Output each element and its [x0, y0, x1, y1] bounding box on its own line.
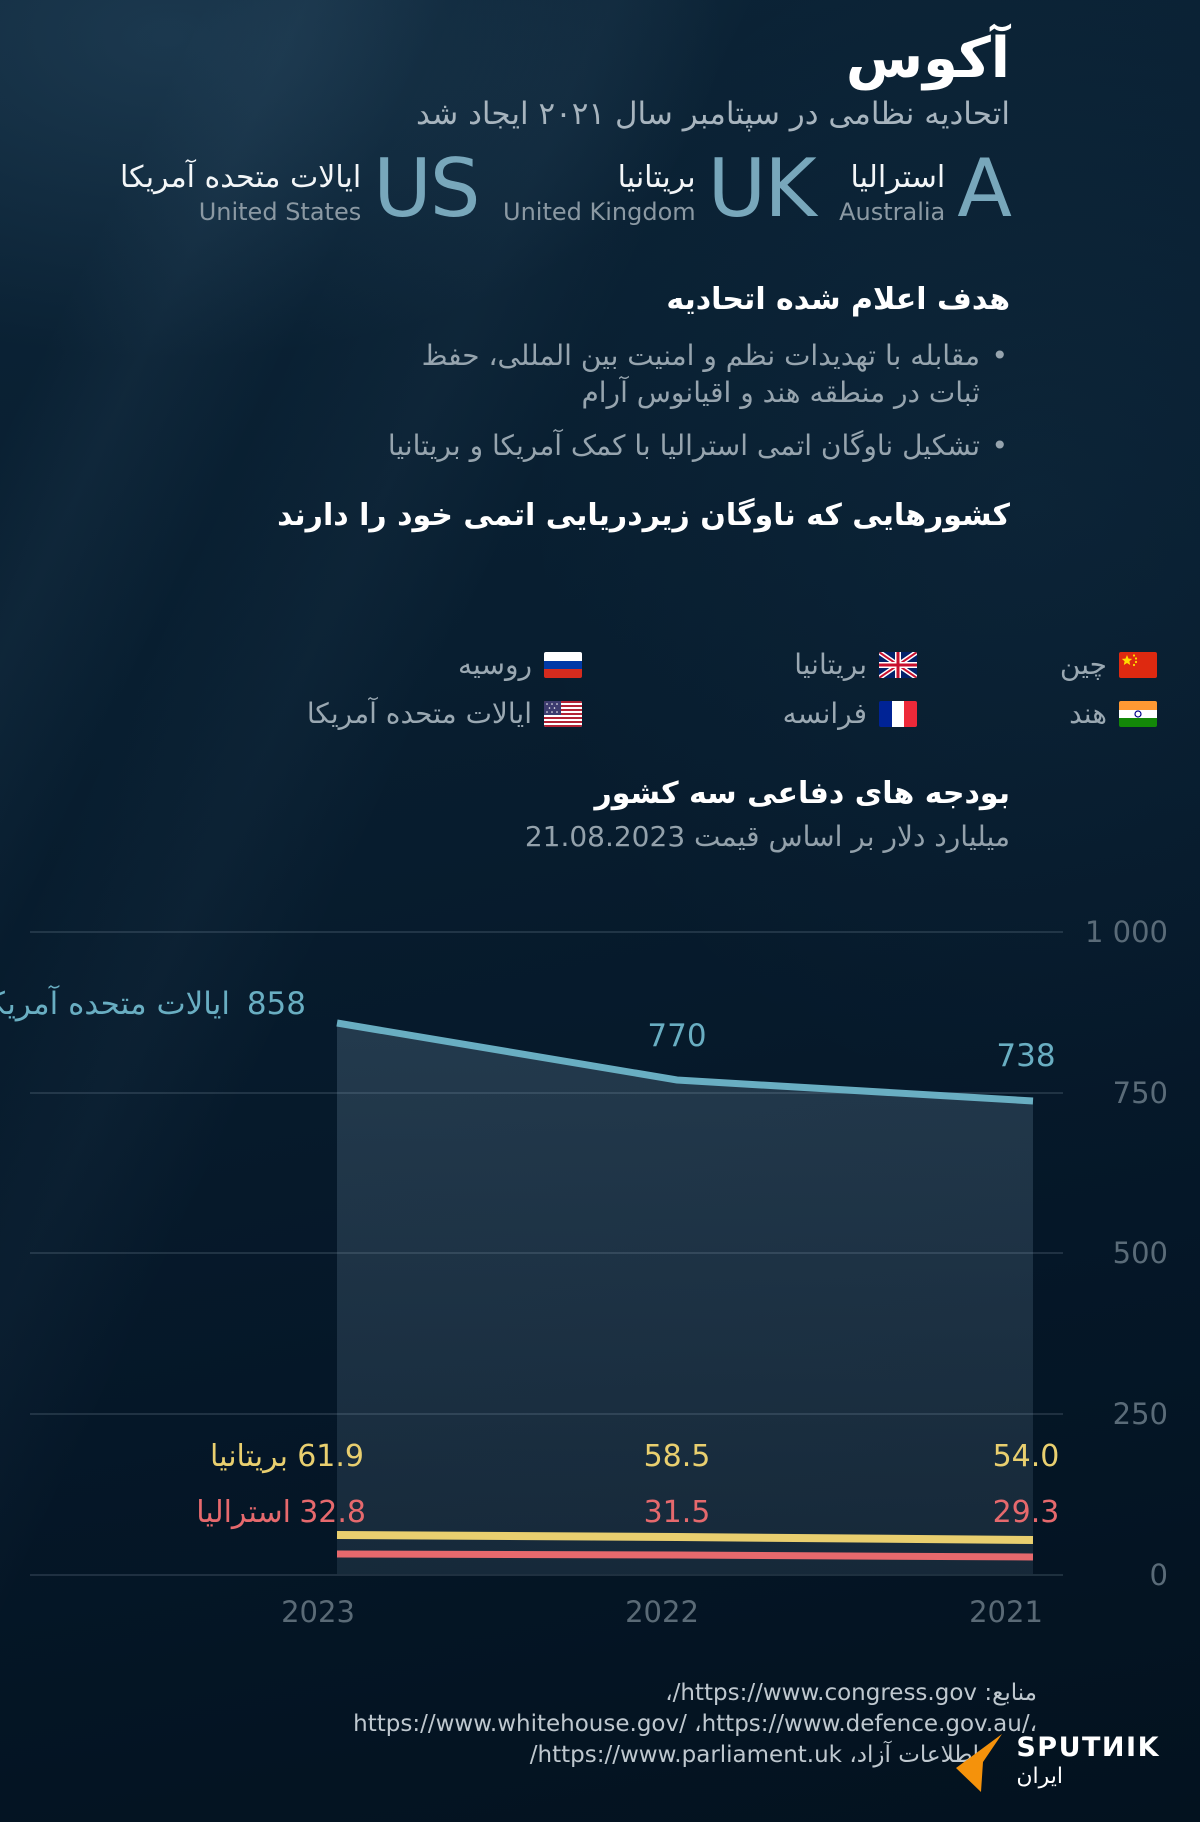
france-flag-icon: [879, 700, 917, 727]
year-label-2022: 2022: [625, 1595, 699, 1629]
uk-value-2022: 58.5: [644, 1439, 711, 1474]
sputnik-logo: SPUTИIK ایران: [956, 1732, 1160, 1794]
y-tick-0: 0: [1150, 1558, 1168, 1592]
goal-item-1: مقابله با تهدیدات نظم و امنیت بین المللی…: [310, 338, 1010, 412]
us-budget-line: [336, 1019, 1034, 1105]
country-label: ایالات متحده آمریکا: [306, 697, 532, 730]
australia-letter: A: [957, 142, 1012, 235]
country-item-russia: روسیه: [152, 648, 582, 681]
country-item-france: فرانسه: [582, 697, 917, 730]
uk-name-en: United Kingdom: [503, 198, 696, 226]
uk-budget-line: [336, 1531, 1034, 1544]
member-countries-row: A استرالیا Australia UK بریتانیا United …: [120, 142, 1012, 235]
goal-item-2: تشکیل ناوگان اتمی استرالیا با کمک آمریکا…: [310, 428, 1010, 465]
country-label: روسیه: [458, 648, 532, 681]
us-value-2021: 738: [996, 1038, 1055, 1074]
india-flag-icon: [1119, 700, 1157, 727]
australia-budget-line: [336, 1550, 1034, 1561]
country-label: هند: [1069, 697, 1107, 730]
uk-series-name: بریتانیا: [210, 1439, 288, 1474]
uk-letters: UK: [707, 142, 817, 235]
year-label-2021: 2021: [969, 1595, 1043, 1629]
member-group-uk: UK بریتانیا United Kingdom: [503, 142, 817, 235]
y-tick-1000: 1 000: [1085, 915, 1168, 949]
us-series-labels: ایالات متحده آمریکا 858 770 738: [0, 984, 1056, 1074]
member-group-us: US ایالات متحده آمریکا United States: [120, 142, 481, 235]
australia-value-2022: 31.5: [644, 1495, 711, 1530]
australia-series-labels: استرالیا 32.8 31.5 29.3: [196, 1495, 1059, 1530]
country-item-china: چین: [917, 648, 1157, 681]
goals-list: مقابله با تهدیدات نظم و امنیت بین المللی…: [310, 338, 1010, 481]
page-title: آکوس: [845, 26, 1010, 91]
australia-value-2021: 29.3: [993, 1495, 1060, 1530]
uk-name-fa: بریتانیا: [617, 160, 696, 195]
chart-subheading: میلیارد دلار بر اساس قیمت 21.08.2023: [524, 820, 1010, 853]
country-item-usa: ایالات متحده آمریکا: [152, 697, 582, 730]
sources-block: منابع: https://www.congress.gov/، https:…: [137, 1678, 1037, 1770]
defense-budget-chart: 1 000 750 500 250 0 ایالات متحده آمریکا …: [0, 915, 1168, 1629]
year-label-2023: 2023: [281, 1595, 355, 1629]
us-name-fa: ایالات متحده آمریکا: [120, 160, 362, 195]
submarine-countries-grid: چین بریتانیا روسیه هند: [152, 648, 1157, 730]
page-subtitle: اتحادیه نظامی در سپتامبر سال ۲۰۲۱ ایجاد …: [416, 96, 1010, 132]
chart-heading: بودجه های دفاعی سه کشور: [594, 776, 1010, 811]
uk-value-2021: 54.0: [993, 1439, 1060, 1474]
country-label: فرانسه: [782, 697, 867, 730]
submarine-countries-heading: کشورهایی که ناوگان زیردریایی اتمی خود را…: [277, 498, 1010, 533]
australia-name-en: Australia: [839, 198, 946, 226]
sources-line-1: منابع: https://www.congress.gov/،: [665, 1680, 1037, 1706]
goals-heading: هدف اعلام شده اتحادیه: [666, 282, 1010, 317]
country-item-united-kingdom: بریتانیا: [582, 648, 917, 681]
usa-flag-icon: [544, 700, 582, 727]
us-name-en: United States: [198, 198, 362, 226]
us-letters: US: [373, 142, 480, 235]
united-kingdom-flag-icon: [879, 651, 917, 678]
brand-name: SPUTИIK: [1016, 1732, 1160, 1763]
russia-flag-icon: [544, 651, 582, 678]
member-group-australia: A استرالیا Australia: [839, 142, 1012, 235]
australia-series-name: استرالیا: [196, 1495, 291, 1530]
australia-value-2023: 32.8: [299, 1495, 366, 1530]
brand-region: ایران: [1016, 1764, 1063, 1789]
china-flag-icon: [1119, 651, 1157, 678]
uk-value-2023: 61.9: [297, 1439, 364, 1474]
y-tick-750: 750: [1113, 1076, 1168, 1110]
sources-line-2: https://www.whitehouse.gov/ ،https://www…: [353, 1710, 1037, 1737]
sources-line-3: اطلاعات آزاد، https://www.parliament.uk/: [529, 1741, 979, 1768]
country-item-india: هند: [917, 697, 1157, 730]
us-value-2022: 770: [647, 1018, 706, 1054]
uk-series-labels: بریتانیا 61.9 58.5 54.0: [210, 1439, 1059, 1474]
sputnik-arrow-icon: [956, 1734, 1003, 1792]
y-tick-250: 250: [1113, 1397, 1168, 1431]
us-series-name: ایالات متحده آمریکا: [0, 984, 230, 1022]
country-label: بریتانیا: [794, 648, 867, 681]
country-label: چین: [1059, 648, 1107, 681]
australia-name-fa: استرالیا: [850, 160, 946, 195]
us-value-2023: 858: [247, 986, 306, 1022]
y-tick-500: 500: [1113, 1236, 1168, 1270]
us-budget-area: [337, 1023, 1033, 1574]
